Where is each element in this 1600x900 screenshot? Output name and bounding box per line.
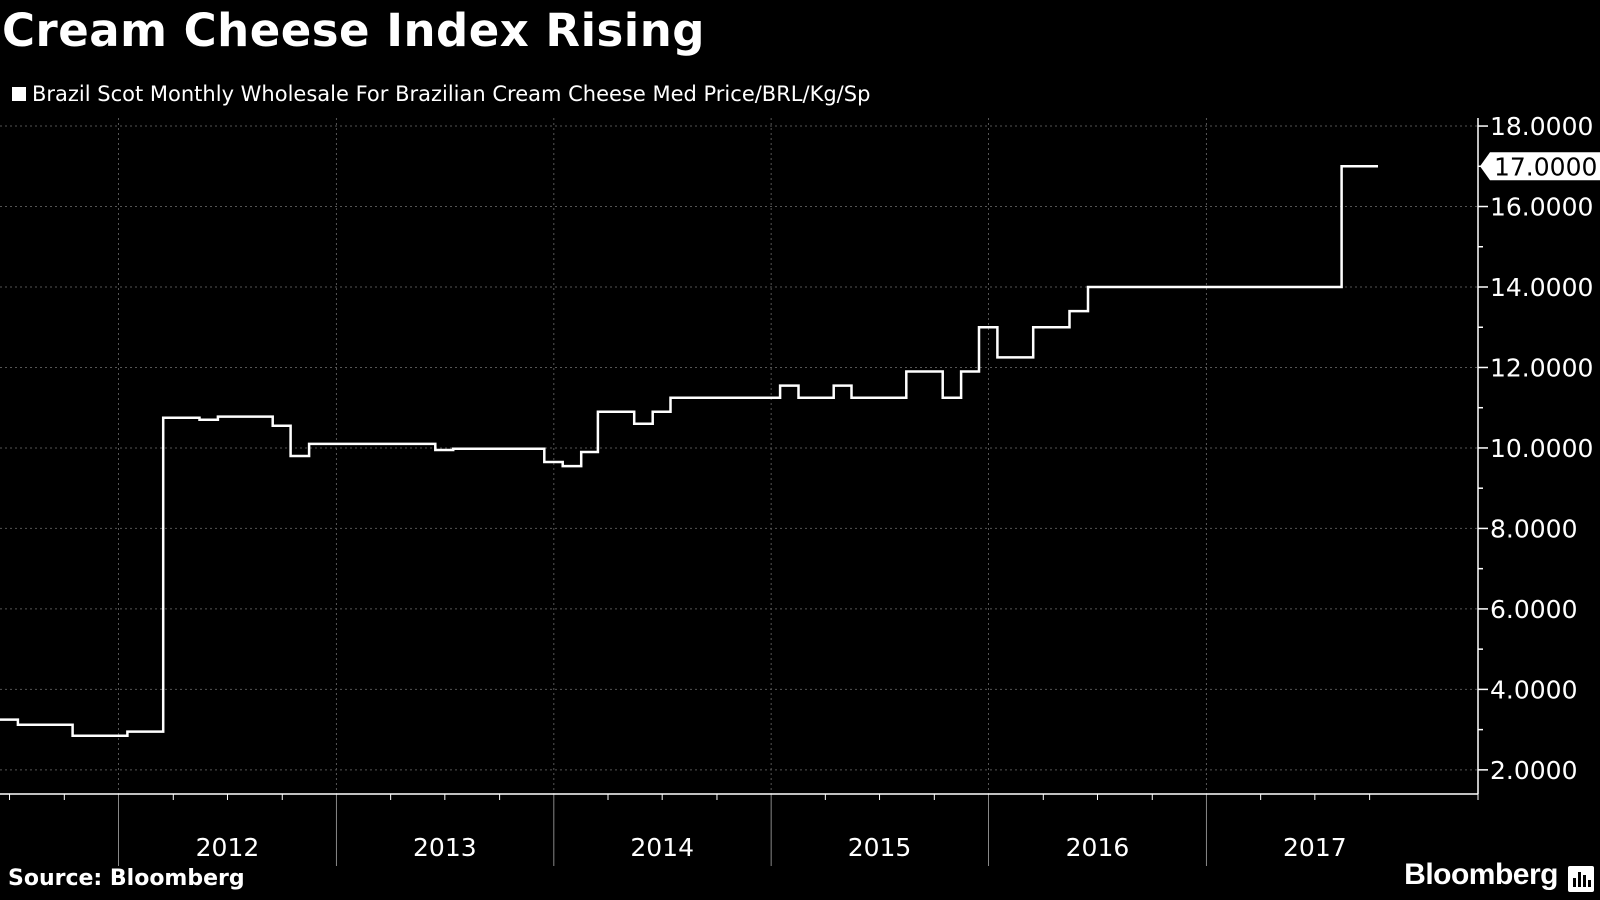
y-tick-label: 16.0000	[1490, 193, 1593, 222]
x-tick-label: 2013	[413, 833, 477, 862]
y-tick-label: 10.0000	[1490, 434, 1593, 463]
y-tick-label: 8.0000	[1490, 514, 1577, 543]
series-line	[0, 165, 1378, 737]
chart-bars-icon	[1568, 866, 1594, 892]
y-tick-label: 6.0000	[1490, 595, 1577, 624]
brand-logo: Bloomberg	[1404, 858, 1558, 891]
y-tick-label: 18.0000	[1490, 112, 1593, 141]
x-tick-label: 2014	[630, 833, 694, 862]
label-layer: 2.0000 4.0000 6.0000 8.0000 10.0000 12.0000 14…	[196, 112, 1600, 862]
y-tick-label: 2.0000	[1490, 756, 1577, 785]
axis-layer	[0, 118, 1488, 866]
x-tick-label: 2015	[848, 833, 912, 862]
source-note: Source: Bloomberg	[8, 866, 245, 891]
legend-label: Brazil Scot Monthly Wholesale For Brazil…	[32, 82, 871, 106]
legend: Brazil Scot Monthly Wholesale For Brazil…	[12, 80, 870, 108]
grid-layer	[0, 118, 1478, 794]
series-layer	[0, 165, 1378, 737]
x-tick-label: 2017	[1283, 833, 1347, 862]
y-tick-label: 4.0000	[1490, 675, 1577, 704]
x-tick-label: 2016	[1066, 833, 1130, 862]
y-tick-label: 14.0000	[1490, 273, 1593, 302]
legend-swatch	[12, 87, 26, 101]
last-value-label: 17.0000	[1494, 152, 1597, 181]
y-tick-label: 12.0000	[1490, 353, 1593, 382]
last-value-tag	[1480, 152, 1600, 181]
x-tick-label: 2012	[196, 833, 260, 862]
chart-title: Cream Cheese Index Rising	[2, 4, 705, 57]
